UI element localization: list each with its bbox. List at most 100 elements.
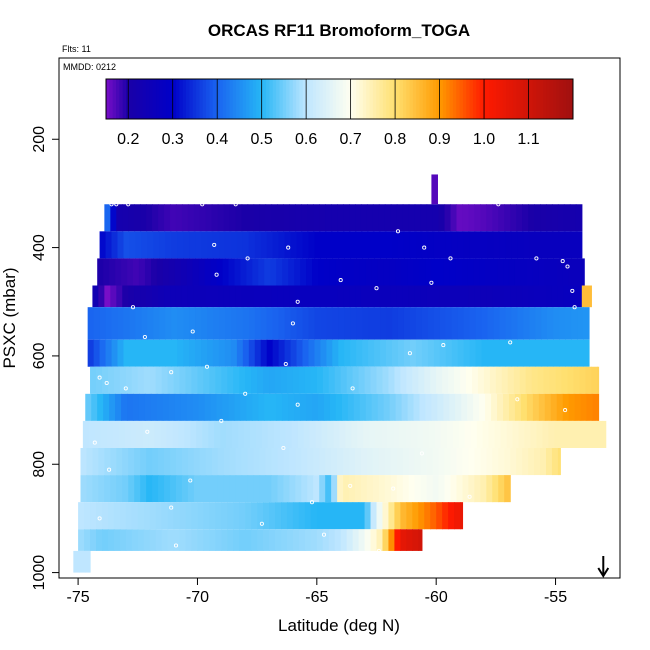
colorbar-swatch (399, 79, 404, 119)
heatmap-cell (343, 448, 350, 476)
colorbar-tick-label: 0.9 (428, 131, 450, 148)
heatmap-cell (411, 420, 418, 448)
heatmap-cell (264, 393, 271, 421)
heatmap-cell (165, 339, 172, 367)
heatmap-cell (128, 285, 135, 308)
heatmap-cell (418, 529, 423, 551)
heatmap-cell (125, 502, 133, 530)
colorbar-swatch (386, 79, 391, 119)
heatmap-cell (464, 420, 472, 448)
heatmap-cell (92, 285, 99, 308)
heatmap-cell (343, 204, 350, 232)
heatmap-cell (574, 393, 582, 421)
heatmap-cell (100, 420, 108, 448)
heatmap-cell (325, 204, 332, 232)
heatmap-cell (286, 529, 294, 551)
heatmap-cell (269, 366, 276, 394)
colorbar-swatch (222, 79, 227, 119)
heatmap-cell (79, 550, 86, 573)
heatmap-cell (444, 448, 452, 476)
heatmap-cell (386, 307, 393, 340)
colorbar-swatch (426, 79, 431, 119)
heatmap-cell (388, 529, 396, 551)
heatmap-cell (538, 393, 546, 421)
heatmap-cell (155, 366, 163, 394)
heatmap-cell (486, 204, 493, 232)
heatmap-cell (557, 204, 565, 232)
sample-point (259, 521, 264, 526)
heatmap-cell (505, 339, 512, 367)
colorbar-swatch (416, 79, 421, 119)
heatmap-cell (122, 204, 129, 232)
colorbar-swatch (272, 79, 277, 119)
heatmap-cell (551, 285, 559, 308)
colorbar-swatch (252, 79, 257, 119)
heatmap-cell (396, 285, 404, 308)
heatmap-cell (343, 285, 350, 308)
heatmap-cell (421, 307, 429, 340)
heatmap-cell (286, 366, 294, 394)
heatmap-cell (195, 231, 202, 259)
heatmap-cell (538, 258, 546, 286)
heatmap-cell (295, 448, 302, 476)
sample-point (169, 505, 174, 510)
x-tick-label: -70 (186, 589, 209, 606)
heatmap-cell (443, 393, 450, 421)
heatmap-cell (98, 448, 105, 476)
heatmap-cell (298, 502, 306, 530)
colorbar-swatch (116, 79, 120, 119)
colorbar-swatch (209, 79, 214, 119)
heatmap-cell (365, 258, 373, 286)
heatmap-cell (310, 366, 318, 394)
heatmap-cell (254, 339, 262, 367)
heatmap-cell (364, 529, 372, 551)
heatmap-cell (282, 258, 289, 286)
heatmap-cell (216, 393, 224, 421)
colorbar-swatch (109, 79, 114, 119)
heatmap-cell (442, 366, 449, 394)
heatmap-cell (156, 393, 164, 421)
sample-point (188, 478, 193, 483)
heatmap-cell (193, 204, 201, 232)
heatmap-cell (235, 448, 243, 476)
heatmap-cell (205, 285, 213, 308)
heatmap-cell (514, 393, 522, 421)
heatmap-cell (239, 502, 246, 530)
heatmap-cell (203, 502, 210, 530)
heatmap-cell (181, 448, 189, 476)
colorbar-swatch (552, 79, 557, 119)
heatmap-cell (130, 420, 138, 448)
heatmap-cell (286, 502, 294, 530)
heatmap-cell (271, 448, 279, 476)
heatmap-cell (505, 231, 512, 259)
heatmap-cell (345, 420, 353, 448)
heatmap-cell (118, 420, 126, 448)
heatmap-cell (218, 339, 226, 367)
heatmap-cell (217, 285, 225, 308)
heatmap-cell (229, 204, 237, 232)
heatmap-cell (414, 285, 422, 308)
heatmap-cell (98, 285, 105, 308)
colorbar-swatch (362, 79, 367, 119)
x-axis: -75 -70 -65 -60 -55 (67, 578, 567, 606)
heatmap-cell (529, 231, 536, 259)
heatmap-cell (121, 258, 128, 286)
colorbar-swatch (419, 79, 424, 119)
heatmap-cell (181, 204, 189, 232)
heatmap-cell (575, 285, 583, 308)
heatmap-cell (320, 231, 327, 259)
heatmap-cell (534, 204, 541, 232)
heatmap-cell (301, 204, 308, 232)
heatmap-cell (448, 502, 455, 530)
heatmap-cell (113, 529, 121, 551)
sample-point (295, 299, 300, 304)
heatmap-cell (440, 420, 448, 448)
heatmap-cell (508, 258, 516, 286)
heatmap-cell (568, 258, 576, 286)
heatmap-cell (197, 502, 205, 530)
heatmap-cell (223, 204, 231, 232)
colorbar: 0.2 0.3 0.4 0.5 0.6 0.7 0.8 0.9 1.0 1.1 (105, 78, 574, 148)
heatmap-cell (372, 475, 380, 503)
plot-frame (58, 57, 621, 579)
heatmap-cell (259, 285, 267, 308)
